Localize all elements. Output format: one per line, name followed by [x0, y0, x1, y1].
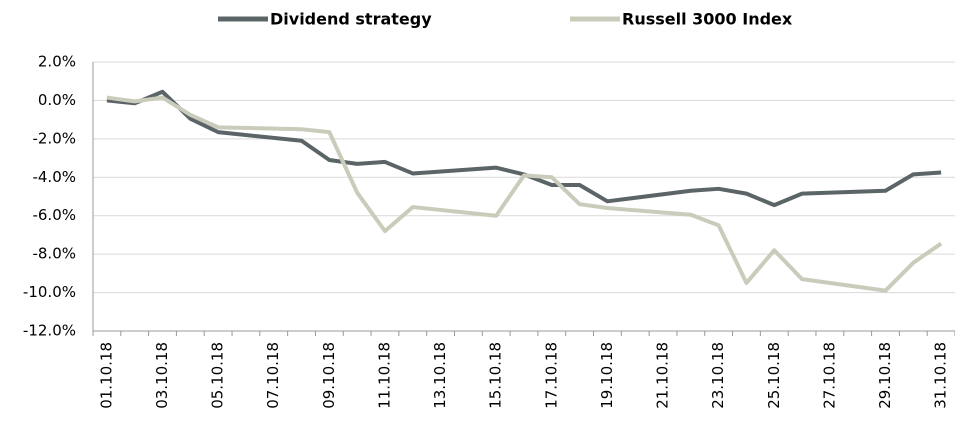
legend-label: Dividend strategy	[270, 10, 432, 29]
x-tick-label: 27.10.18	[820, 342, 838, 409]
x-tick-label: 03.10.18	[153, 342, 171, 409]
series-line	[106, 95, 943, 293]
x-tick-label: 15.10.18	[487, 342, 505, 409]
x-tick-label: 01.10.18	[97, 342, 115, 409]
x-tick-label: 31.10.18	[932, 342, 950, 409]
y-tick-label: -6.0%	[32, 206, 76, 224]
y-tick-label: -12.0%	[23, 322, 76, 340]
x-tick-label: 07.10.18	[264, 342, 282, 409]
x-tick-label: 11.10.18	[375, 342, 393, 409]
x-tick-label: 13.10.18	[431, 342, 449, 409]
x-tick-label: 09.10.18	[320, 342, 338, 409]
y-tick-label: 2.0%	[38, 53, 76, 71]
x-tick-label: 21.10.18	[654, 342, 672, 409]
x-tick-label: 05.10.18	[209, 342, 227, 409]
x-tick-label: 25.10.18	[765, 342, 783, 409]
legend-label: Russell 3000 Index	[622, 10, 793, 29]
y-tick-label: -2.0%	[32, 129, 76, 147]
x-tick-label: 17.10.18	[542, 342, 560, 409]
x-tick-label: 19.10.18	[598, 342, 616, 409]
y-tick-label: 0.0%	[38, 91, 76, 109]
x-tick-label: 29.10.18	[876, 342, 894, 409]
y-tick-label: -8.0%	[32, 245, 76, 263]
y-tick-label: -4.0%	[32, 168, 76, 186]
x-tick-label: 23.10.18	[709, 342, 727, 409]
series-line	[106, 89, 942, 208]
y-tick-label: -10.0%	[23, 283, 76, 301]
